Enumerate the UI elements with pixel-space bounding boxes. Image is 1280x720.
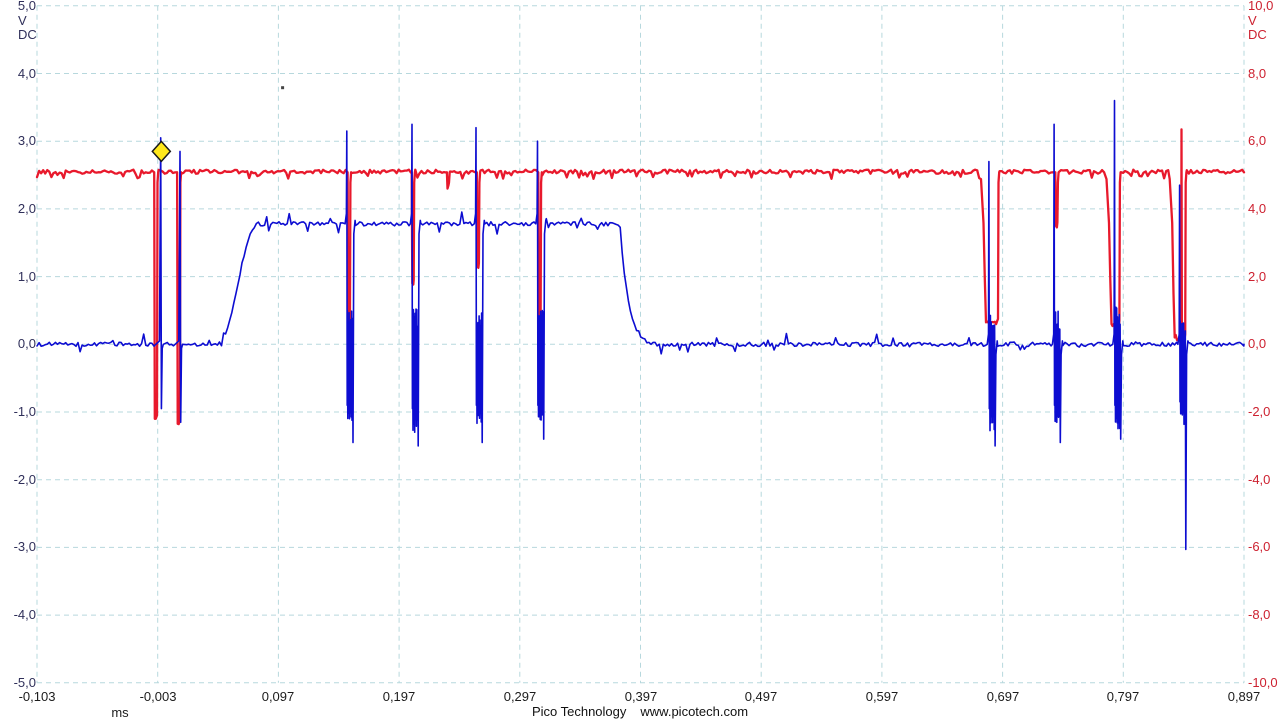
y-axis-right-tick: -8,0 bbox=[1248, 607, 1271, 622]
y-axis-right-tick: 6,0 bbox=[1248, 133, 1267, 148]
x-axis-unit: ms bbox=[111, 705, 129, 720]
x-axis-tick: 0,297 bbox=[503, 689, 537, 704]
y-axis-right-tick: -2,0 bbox=[1248, 404, 1271, 419]
x-axis-tick: -0,003 bbox=[139, 689, 177, 704]
y-axis-left-tick: -4,0 bbox=[13, 607, 36, 622]
y-axis-left-tick: 4,0 bbox=[17, 66, 36, 81]
x-axis-tick: 0,497 bbox=[744, 689, 778, 704]
y-right-unit-coupling: DC bbox=[1248, 27, 1267, 42]
x-axis-tick: 0,697 bbox=[986, 689, 1020, 704]
y-axis-right-tick: -6,0 bbox=[1248, 539, 1271, 554]
x-axis-tick: 0,197 bbox=[382, 689, 416, 704]
y-right-unit-volts: V bbox=[1248, 13, 1257, 28]
y-axis-right-tick: 2,0 bbox=[1248, 269, 1267, 284]
trigger-marker-icon[interactable] bbox=[151, 140, 172, 163]
y-axis-right-tick: 10,0 bbox=[1248, 0, 1274, 13]
y-axis-left-tick: -2,0 bbox=[13, 472, 36, 487]
footer-url: www.picotech.com bbox=[640, 704, 749, 719]
x-axis-tick: 0,397 bbox=[624, 689, 658, 704]
footer-brand: Pico Technology bbox=[531, 704, 627, 719]
y-axis-left-tick: 0,0 bbox=[17, 336, 36, 351]
y-axis-left-tick: -1,0 bbox=[13, 404, 36, 419]
y-axis-right-tick: -4,0 bbox=[1248, 472, 1271, 487]
channel-b-trace bbox=[35, 128, 1246, 426]
y-axis-left-tick: 1,0 bbox=[17, 269, 36, 284]
y-axis-left-tick: 3,0 bbox=[17, 133, 36, 148]
x-axis-tick: -0,103 bbox=[18, 689, 56, 704]
y-axis-right-tick: 4,0 bbox=[1248, 201, 1267, 216]
y-axis-left-tick: 2,0 bbox=[17, 201, 36, 216]
y-left-unit-coupling: DC bbox=[18, 27, 37, 42]
x-axis-tick: 0,097 bbox=[261, 689, 295, 704]
y-axis-right-tick: 0,0 bbox=[1248, 336, 1267, 351]
y-axis-right-tick: 8,0 bbox=[1248, 66, 1267, 81]
channel-a-trace bbox=[36, 99, 1245, 551]
grid-lines bbox=[36, 5, 1245, 684]
x-axis-tick: 0,597 bbox=[865, 689, 899, 704]
x-axis-tick: 0,897 bbox=[1227, 689, 1261, 704]
footer: Pico Technology www.picotech.com bbox=[0, 704, 1280, 719]
y-left-unit-volts: V bbox=[18, 13, 27, 28]
x-axis-tick: 0,797 bbox=[1106, 689, 1140, 704]
stray-dot bbox=[281, 86, 285, 90]
y-axis-right-tick: -10,0 bbox=[1248, 675, 1278, 690]
y-axis-left-tick: -3,0 bbox=[13, 539, 36, 554]
y-axis-left-tick: 5,0 bbox=[17, 0, 36, 13]
y-axis-left-tick: -5,0 bbox=[13, 675, 36, 690]
